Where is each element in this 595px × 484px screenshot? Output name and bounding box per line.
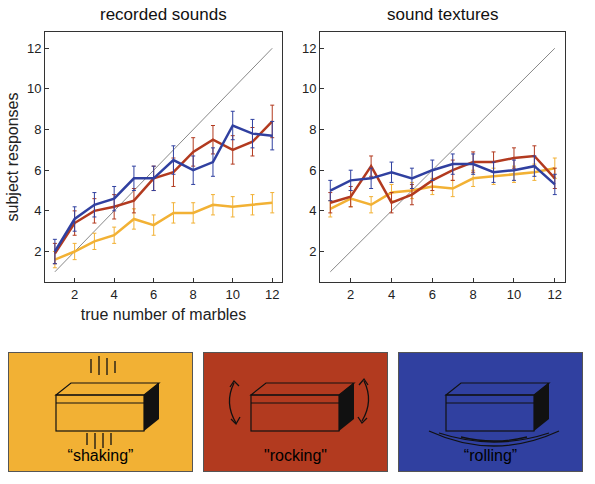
svg-text:10: 10 [225,287,239,302]
svg-text:8: 8 [470,287,477,302]
svg-text:10: 10 [507,287,521,302]
svg-text:10: 10 [302,81,316,96]
svg-text:12: 12 [302,41,316,56]
html-text:“rolling”: “rolling” [463,447,518,464]
svg-text:6: 6 [34,163,41,178]
svg-text:12: 12 [265,287,279,302]
svg-text:2: 2 [34,244,41,259]
svg-text:8: 8 [190,287,197,302]
svg-text:12: 12 [27,41,41,56]
svg-text:2: 2 [71,287,78,302]
svg-text:4: 4 [309,203,316,218]
svg-text:2: 2 [347,287,354,302]
svg-text:recorded sounds: recorded sounds [100,5,227,24]
svg-text:4: 4 [34,203,41,218]
svg-text:subject responses: subject responses [4,93,21,222]
svg-text:8: 8 [34,122,41,137]
svg-text:8: 8 [309,122,316,137]
html-text:“shaking”: “shaking” [67,447,134,464]
svg-text:6: 6 [309,163,316,178]
svg-text:4: 4 [111,287,118,302]
svg-text:4: 4 [388,287,395,302]
html-text:"rocking": "rocking" [264,447,327,464]
svg-text:12: 12 [548,287,562,302]
svg-text:10: 10 [27,81,41,96]
svg-text:sound textures: sound textures [387,5,499,24]
svg-text:true number of marbles: true number of marbles [81,306,246,323]
svg-text:6: 6 [150,287,157,302]
svg-text:6: 6 [429,287,436,302]
svg-text:2: 2 [309,244,316,259]
